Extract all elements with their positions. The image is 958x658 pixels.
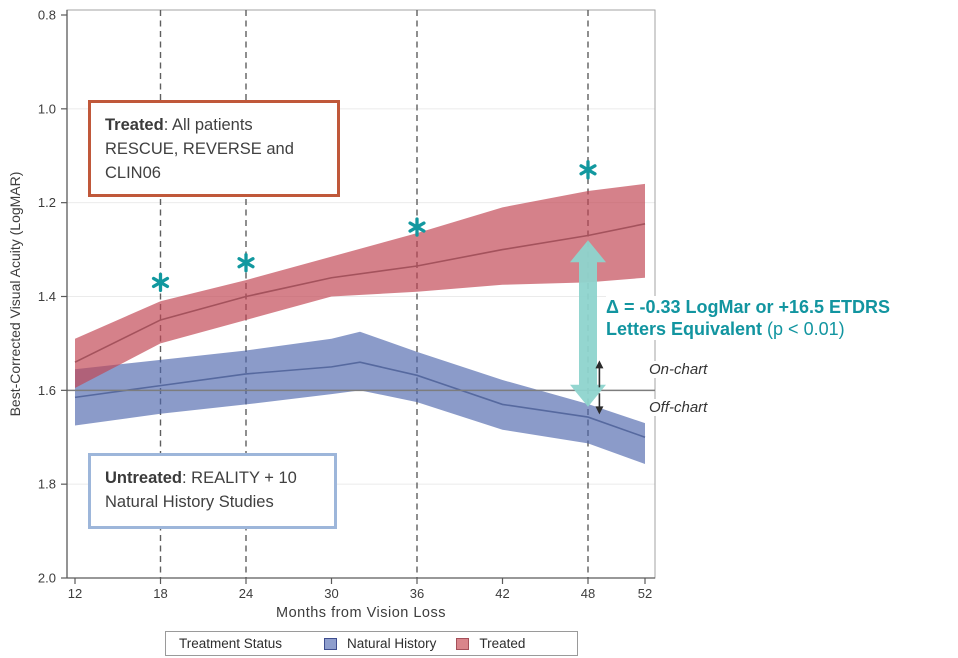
treated-mean-line	[74, 222, 646, 363]
untreated-mean-line	[74, 361, 646, 439]
off-chart-arrowhead-icon	[595, 406, 604, 415]
significance-asterisk-icon	[408, 217, 426, 237]
natural-history-swatch-icon	[324, 637, 338, 650]
treated-box-line2: RESCUE, REVERSE and	[105, 140, 294, 158]
untreated-box-line2: Natural History Studies	[105, 493, 274, 511]
untreated-annotation-box: Untreated: REALITY + 10 Natural History …	[88, 453, 337, 529]
legend: Treatment Status Natural History Treated	[165, 631, 578, 656]
x-axis-title: Months from Vision Loss	[276, 605, 446, 621]
delta-annotation-line1: Δ = -0.33 LogMar or +16.5 ETDRS	[606, 297, 891, 317]
x-tick-label: 36	[410, 586, 424, 601]
x-tick-label: 12	[68, 586, 82, 601]
delta-annotation: Δ = -0.33 LogMar or +16.5 ETDRS Letters …	[606, 296, 926, 340]
delta-annotation-pvalue: (p < 0.01)	[762, 319, 845, 339]
treated-swatch-icon	[456, 637, 470, 650]
legend-item-treated: Treated	[456, 636, 525, 651]
y-tick-label: 1.2	[38, 195, 56, 210]
y-axis-title: Best-Corrected Visual Acuity (LogMAR)	[7, 172, 23, 417]
off-chart-label: Off-chart	[647, 399, 710, 416]
treated-box-line1-rest: : All patients	[163, 116, 253, 134]
y-tick-label: 0.8	[38, 8, 56, 23]
legend-item-label: Natural History	[347, 636, 437, 651]
treated-box-line1: Treated: All patients	[105, 113, 329, 137]
legend-item-natural-history: Natural History	[324, 636, 436, 651]
y-tick-label: 1.0	[38, 101, 56, 116]
x-tick-label: 30	[324, 586, 338, 601]
treated-annotation-box: Treated: All patients RESCUE, REVERSE an…	[88, 100, 340, 197]
significance-asterisk-icon	[579, 160, 597, 180]
significance-asterisk-icon	[151, 272, 170, 293]
y-tick-label: 1.4	[38, 289, 56, 304]
on-chart-arrowhead-icon	[595, 360, 604, 369]
untreated-box-bold-label: Untreated	[105, 469, 183, 487]
significance-asterisk-icon	[237, 253, 255, 273]
y-tick-label: 2.0	[38, 571, 56, 586]
untreated-confidence-band	[75, 331, 645, 464]
treated-confidence-band	[75, 183, 645, 388]
legend-item-label: Treated	[479, 636, 526, 651]
y-tick-label: 1.8	[38, 477, 56, 492]
legend-title: Treatment Status	[179, 636, 283, 651]
x-tick-label: 52	[638, 586, 652, 601]
treated-box-line3: CLIN06	[105, 164, 161, 182]
x-tick-label: 24	[239, 586, 253, 601]
delta-annotation-line2-bold: Letters Equivalent	[606, 319, 763, 339]
delta-arrow	[570, 240, 606, 407]
x-tick-label: 48	[581, 586, 595, 601]
x-tick-label: 18	[153, 586, 167, 601]
y-tick-label: 1.6	[38, 383, 56, 398]
treated-box-bold-label: Treated	[105, 116, 164, 134]
x-tick-label: 42	[495, 586, 509, 601]
untreated-box-line1: Untreated: REALITY + 10	[105, 466, 326, 490]
delta-annotation-line2: Letters Equivalent (p < 0.01)	[606, 318, 926, 340]
on-chart-label: On-chart	[647, 361, 710, 378]
untreated-box-line1-rest: : REALITY + 10	[182, 469, 297, 487]
